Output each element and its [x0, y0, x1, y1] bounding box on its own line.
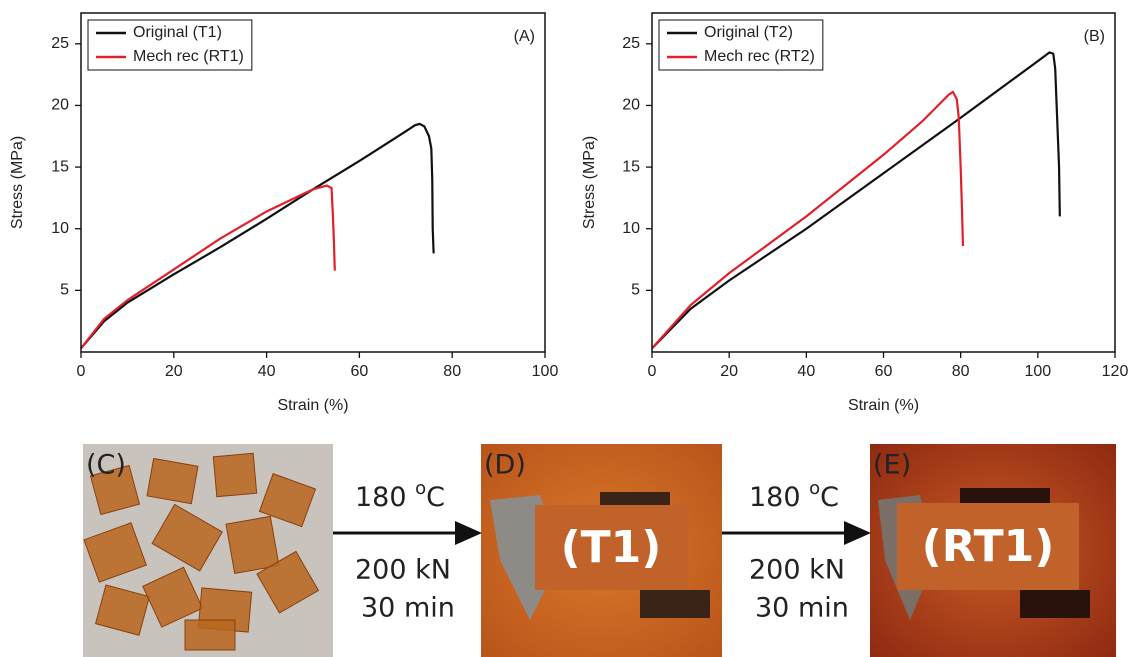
label-box	[897, 503, 1079, 590]
legend-label: Original (T1)	[133, 24, 222, 41]
sample-label: (T1)	[561, 522, 662, 573]
y-axis-label: Stress (MPa)	[581, 136, 598, 229]
time: 30 min	[361, 593, 455, 624]
plot-frame	[651, 12, 1116, 353]
temperature: 180 oC	[749, 478, 839, 513]
panel-label: (A)	[514, 28, 535, 45]
temperature-value: 180	[355, 482, 415, 513]
temperature: 180 oC	[355, 478, 445, 513]
legend-box	[658, 19, 824, 71]
degree: o	[809, 478, 820, 499]
unit: C	[426, 482, 445, 513]
y-tick-label: 10	[622, 220, 640, 237]
series-line	[80, 122, 435, 350]
x-axis-label: Strain (%)	[848, 397, 919, 414]
x-tick-label: 20	[165, 363, 183, 380]
x-tick-label: 60	[351, 363, 369, 380]
y-tick-label: 20	[622, 97, 640, 114]
x-tick-label: 60	[875, 363, 893, 380]
x-tick-label: 80	[952, 363, 970, 380]
unit: C	[820, 482, 839, 513]
x-tick-label: 100	[1024, 363, 1051, 380]
x-tick-label: 80	[443, 363, 461, 380]
y-tick-label: 20	[51, 97, 69, 114]
time: 30 min	[755, 593, 849, 624]
force: 200 kN	[355, 555, 451, 586]
y-tick-label: 15	[51, 158, 69, 175]
temperature-value: 180	[749, 482, 809, 513]
series-line	[651, 51, 1061, 350]
plot-frame	[80, 12, 546, 353]
label-box	[535, 505, 688, 590]
force: 200 kN	[749, 555, 845, 586]
y-tick-label: 25	[51, 35, 69, 52]
panel-label: (B)	[1084, 28, 1105, 45]
legend: Original (T1) Mech rec (RT1)	[87, 19, 253, 71]
legend-label: Mech rec (RT1)	[133, 48, 244, 65]
y-tick-label: 5	[631, 282, 640, 299]
legend: Original (T2) Mech rec (RT2)	[658, 19, 824, 71]
x-tick-label: 120	[1102, 363, 1129, 380]
x-tick-label: 40	[797, 363, 815, 380]
y-tick-label: 25	[622, 35, 640, 52]
panel-label: (E)	[873, 450, 911, 481]
x-axis-label: Strain (%)	[277, 397, 348, 414]
x-tick-label: 100	[532, 363, 559, 380]
y-tick-label: 5	[60, 282, 69, 299]
sample-label: (RT1)	[922, 521, 1055, 572]
series-line	[80, 184, 336, 349]
x-tick-label: 40	[258, 363, 276, 380]
y-tick-label: 15	[622, 158, 640, 175]
panel-label: (C)	[86, 450, 126, 481]
y-tick-label: 10	[51, 220, 69, 237]
y-axis-label: Stress (MPa)	[9, 136, 26, 229]
x-tick-label: 0	[77, 363, 86, 380]
x-tick-label: 20	[720, 363, 738, 380]
panel-label: (D)	[484, 450, 526, 481]
x-tick-label: 0	[648, 363, 657, 380]
legend-label: Original (T2)	[704, 24, 793, 41]
legend-label: Mech rec (RT2)	[704, 48, 815, 65]
degree: o	[415, 478, 426, 499]
series-line	[651, 90, 965, 350]
photo-c	[83, 444, 333, 657]
legend-box	[87, 19, 253, 71]
